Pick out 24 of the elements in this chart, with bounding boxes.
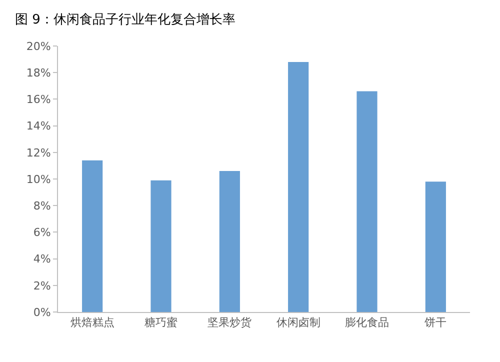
y-tick-label: 12% (26, 146, 51, 160)
x-tick-label: 糖巧蜜 (144, 316, 178, 330)
x-tick-label: 烘焙糕点 (70, 316, 114, 330)
bar (150, 180, 172, 312)
x-tick-label: 膨化食品 (345, 316, 389, 330)
bar (356, 91, 378, 312)
bar (219, 171, 240, 312)
y-tick-label: 10% (26, 172, 51, 186)
x-tick-label: 坚果炒货 (208, 316, 252, 330)
y-tick-label: 16% (26, 93, 51, 106)
x-tick-label: 休闲卤制 (276, 316, 320, 330)
x-tick-label: 饼干 (424, 316, 447, 330)
y-tick-label: 20% (26, 40, 51, 53)
y-tick-label: 0% (33, 306, 51, 319)
bar (82, 160, 103, 312)
bar (288, 62, 309, 312)
bar (425, 182, 446, 312)
y-tick-label: 6% (33, 226, 51, 240)
y-tick-label: 18% (26, 66, 51, 80)
chart-title: 图 9：休闲食品子行业年化复合增长率 (15, 12, 236, 28)
y-tick-label: 14% (26, 120, 51, 133)
y-tick-label: 2% (33, 279, 51, 292)
y-tick-label: 4% (33, 252, 51, 266)
y-tick-label: 8% (33, 199, 51, 212)
